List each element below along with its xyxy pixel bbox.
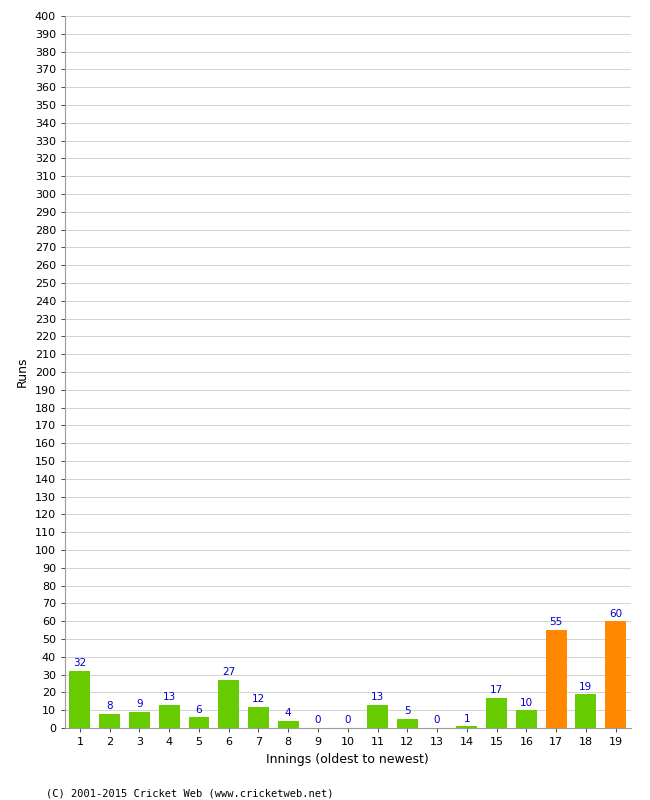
Text: 4: 4 — [285, 708, 292, 718]
Bar — [486, 698, 507, 728]
Text: 17: 17 — [490, 685, 503, 695]
Bar — [367, 705, 388, 728]
Text: 8: 8 — [107, 701, 113, 711]
X-axis label: Innings (oldest to newest): Innings (oldest to newest) — [266, 753, 429, 766]
Bar — [70, 671, 90, 728]
Bar — [188, 718, 209, 728]
Text: 9: 9 — [136, 699, 143, 710]
Y-axis label: Runs: Runs — [16, 357, 29, 387]
Text: 0: 0 — [434, 715, 440, 726]
Text: 0: 0 — [315, 715, 321, 726]
Bar — [545, 630, 567, 728]
Text: 32: 32 — [73, 658, 86, 668]
Text: 19: 19 — [579, 682, 593, 691]
Text: 0: 0 — [344, 715, 351, 726]
Text: 55: 55 — [549, 618, 563, 627]
Bar — [278, 721, 298, 728]
Text: 6: 6 — [196, 705, 202, 714]
Text: 13: 13 — [371, 692, 384, 702]
Bar — [575, 694, 596, 728]
Text: 27: 27 — [222, 667, 235, 678]
Text: (C) 2001-2015 Cricket Web (www.cricketweb.net): (C) 2001-2015 Cricket Web (www.cricketwe… — [46, 788, 333, 798]
Bar — [218, 680, 239, 728]
Text: 60: 60 — [609, 609, 622, 618]
Bar — [248, 706, 269, 728]
Bar — [99, 714, 120, 728]
Bar — [516, 710, 537, 728]
Bar — [397, 719, 418, 728]
Bar — [129, 712, 150, 728]
Bar — [605, 621, 626, 728]
Text: 13: 13 — [162, 692, 176, 702]
Bar — [456, 726, 477, 728]
Text: 10: 10 — [520, 698, 533, 707]
Bar — [159, 705, 179, 728]
Text: 5: 5 — [404, 706, 411, 717]
Text: 12: 12 — [252, 694, 265, 704]
Text: 1: 1 — [463, 714, 470, 723]
